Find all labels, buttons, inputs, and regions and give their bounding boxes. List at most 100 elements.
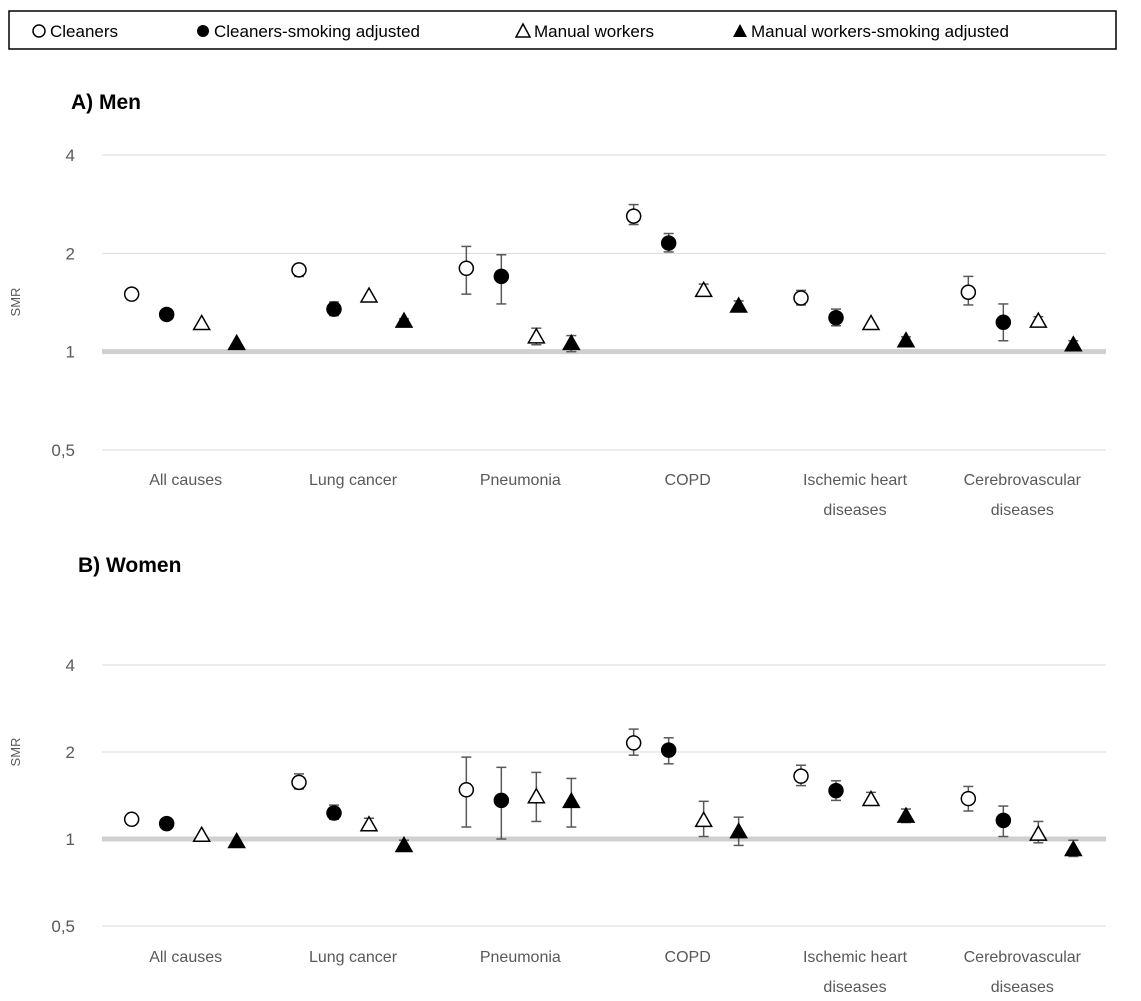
legend-marker-circle-open — [32, 24, 46, 38]
data-point-circle-open — [458, 782, 475, 798]
y-tick-label: 0,5 — [51, 917, 75, 936]
data-point-circle-filled — [326, 301, 342, 317]
legend-item-manual-workers-smoking-adjusted: Manual workers-smoking adjusted — [733, 22, 1009, 41]
legend-label: Manual workers-smoking adjusted — [751, 22, 1009, 41]
data-point-triangle-filled — [729, 296, 748, 313]
data-point-triangle-open — [694, 280, 713, 298]
x-tick-label: All causes — [149, 949, 222, 966]
data-point-triangle-filled — [394, 835, 414, 853]
x-tick-label: All causes — [149, 472, 222, 489]
x-tick-label: diseases — [991, 979, 1054, 996]
data-point-triangle-open — [1029, 824, 1048, 841]
panel-women: B) Women 4 2 1 0,5 SMR All causes Lung cancer P… — [8, 554, 1106, 996]
legend-item-cleaners: Cleaners — [32, 22, 118, 41]
x-tick-label: Lung cancer — [309, 949, 398, 966]
data-point-circle-open — [291, 774, 307, 791]
data-point-circle-filled — [493, 792, 510, 809]
data-point-triangle-open — [861, 789, 881, 807]
data-point-circle-open — [625, 208, 642, 224]
legend-box — [8, 10, 1117, 50]
data-point-triangle-filled — [896, 331, 916, 348]
data-point-circle-open — [793, 290, 809, 306]
y-tick-label: 4 — [66, 656, 75, 675]
data-point-circle-filled — [158, 815, 175, 832]
data-point-triangle-filled — [227, 333, 246, 351]
series-manual-workers — [192, 280, 1048, 346]
y-tick-label: 2 — [66, 743, 75, 762]
x-tick-label: Ischemic heart — [803, 949, 908, 966]
data-point-circle-open — [291, 262, 307, 278]
data-point-triangle-open — [861, 313, 881, 331]
data-point-circle-open — [960, 284, 977, 301]
data-point-circle-open — [793, 768, 809, 784]
legend-marker-triangle-filled — [733, 24, 747, 37]
x-tick-label: Cerebrovascular — [964, 472, 1082, 489]
data-point-circle-filled — [995, 812, 1012, 829]
y-tick-label: 1 — [66, 830, 75, 849]
panel-title: A) Men — [71, 91, 141, 114]
x-tick-label: diseases — [991, 502, 1054, 519]
x-tick-label: COPD — [665, 472, 711, 489]
data-point-circle-filled — [828, 782, 844, 799]
y-tick-label: 1 — [66, 343, 75, 362]
data-point-triangle-filled — [1064, 335, 1083, 352]
y-tick-label: 2 — [66, 244, 75, 263]
data-point-triangle-filled — [1064, 839, 1083, 857]
legend-item-manual-workers: Manual workers — [514, 22, 654, 41]
data-point-circle-filled — [660, 235, 677, 251]
y-tick-label: 0,5 — [51, 441, 75, 460]
data-point-triangle-filled — [227, 832, 246, 849]
data-point-circle-filled — [995, 314, 1012, 331]
data-point-triangle-open — [359, 286, 379, 303]
data-point-circle-open — [123, 286, 140, 302]
series-manual-workers — [192, 771, 1048, 844]
series-cleaners-smoking-adjusted — [158, 232, 1012, 342]
data-point-triangle-filled — [562, 333, 581, 351]
series-cleaners — [123, 203, 977, 306]
data-point-triangle-filled — [729, 822, 748, 839]
legend: Cleaners Cleaners-smoking adjusted Manua… — [8, 10, 1117, 50]
data-point-triangle-open — [192, 825, 211, 843]
y-axis-title: SMR — [8, 738, 23, 767]
x-tick-label: diseases — [823, 502, 886, 519]
series-manual-workers-smoking-adjusted — [227, 777, 1083, 858]
legend-marker-circle-filled — [197, 25, 209, 37]
data-point-circle-open — [458, 260, 475, 277]
panel-title: B) Women — [78, 554, 181, 577]
data-point-circle-open — [625, 735, 642, 751]
x-tick-label: COPD — [665, 949, 711, 966]
data-point-triangle-open — [1029, 311, 1048, 328]
data-point-circle-filled — [493, 268, 510, 285]
x-tick-label: Ischemic heart — [803, 472, 908, 489]
series-cleaners — [123, 728, 977, 828]
data-point-triangle-filled — [562, 791, 581, 809]
data-point-triangle-open — [527, 787, 546, 804]
data-point-circle-filled — [158, 306, 175, 323]
x-tick-label: Cerebrovascular — [964, 949, 1082, 966]
data-point-circle-filled — [660, 742, 677, 758]
data-point-triangle-filled — [896, 806, 916, 823]
data-point-triangle-open — [192, 313, 211, 331]
legend-marker-triangle-open — [514, 22, 532, 38]
y-axis-title: SMR — [8, 288, 23, 317]
data-point-triangle-open — [527, 327, 546, 344]
x-tick-label: Lung cancer — [309, 472, 398, 489]
data-point-circle-open — [123, 811, 140, 828]
legend-label: Cleaners-smoking adjusted — [214, 22, 420, 41]
data-point-triangle-open — [359, 815, 379, 832]
data-point-circle-filled — [326, 805, 342, 821]
x-tick-label: Pneumonia — [480, 472, 561, 489]
series-cleaners-smoking-adjusted — [158, 737, 1012, 840]
data-point-triangle-open — [694, 810, 713, 828]
data-point-triangle-filled — [394, 311, 414, 328]
legend-item-cleaners-smoking-adjusted: Cleaners-smoking adjusted — [197, 22, 420, 41]
x-tick-label: diseases — [823, 979, 886, 996]
legend-label: Manual workers — [534, 22, 654, 41]
legend-label: Cleaners — [50, 22, 118, 41]
data-point-circle-open — [960, 790, 977, 807]
series-manual-workers-smoking-adjusted — [227, 296, 1083, 353]
x-tick-label: Pneumonia — [480, 949, 561, 966]
panel-men: A) Men 4 2 1 0,5 SMR All causes Lung cancer Pne… — [8, 91, 1106, 519]
data-point-circle-filled — [828, 310, 844, 326]
